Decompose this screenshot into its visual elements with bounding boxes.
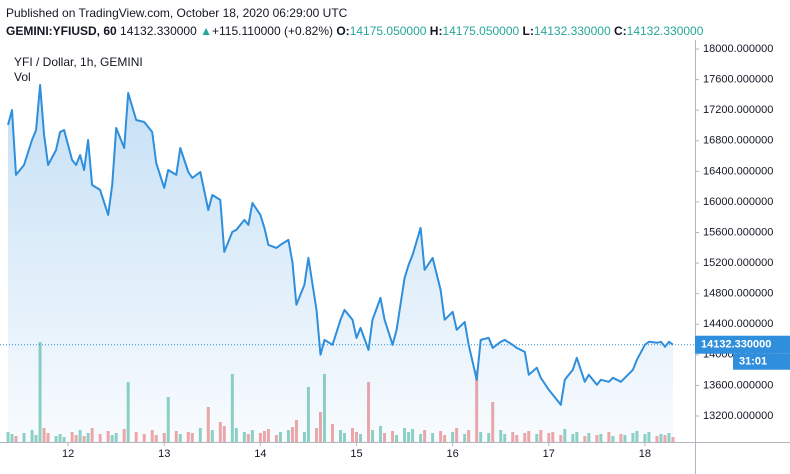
volume-title: Vol xyxy=(14,70,31,84)
area xyxy=(8,85,673,442)
x-tick-label: 18 xyxy=(639,448,651,460)
symbol: GEMINI:YFIUSD, 60 xyxy=(6,24,117,38)
x-tick-label: 15 xyxy=(350,448,362,460)
y-tick-label: 14400.000000 xyxy=(703,318,773,330)
x-tick-label: 13 xyxy=(158,448,170,460)
y-tick-label: 13600.000000 xyxy=(703,379,773,391)
o-label: O: xyxy=(336,24,350,38)
high: 14175.050000 xyxy=(442,24,520,38)
last-price-box xyxy=(695,335,790,354)
x-tick-label: 12 xyxy=(62,448,74,460)
arrow: ▲ xyxy=(200,24,213,38)
c-label: C: xyxy=(613,24,627,38)
price-line xyxy=(7,84,674,406)
close: 14132.330000 xyxy=(626,24,704,38)
l-label: L: xyxy=(522,24,534,38)
countdown: 31:01 xyxy=(739,356,767,368)
y-tick-label: 16000.000000 xyxy=(703,196,773,208)
y-tick-label: 13200.000000 xyxy=(703,410,773,422)
header: Published on TradingView.com, October 18… xyxy=(6,4,703,40)
countdown-box xyxy=(733,353,790,370)
y-tick-label: 17600.000000 xyxy=(703,74,773,86)
change: +115.110000 (+0.82%) xyxy=(212,24,333,38)
y-tick-label: 14800.000000 xyxy=(703,288,773,300)
x-tick-label: 16 xyxy=(447,448,459,460)
y-tick-label: 16400.000000 xyxy=(703,165,773,177)
chart-title: YFI / Dollar, 1h, GEMINI xyxy=(14,55,143,69)
y-tick-label: 16800.000000 xyxy=(703,135,773,147)
symbol-line: GEMINI:YFIUSD, 60 14132.330000 ▲+115.110… xyxy=(6,22,703,40)
last-price-label: 14132.330000 xyxy=(701,339,771,351)
open: 14175.050000 xyxy=(349,24,427,38)
x-tick-label: 14 xyxy=(254,448,266,460)
x-tick-label: 17 xyxy=(543,448,555,460)
price: 14132.330000 xyxy=(120,24,197,38)
y-tick-label: 18000.000000 xyxy=(703,43,773,55)
y-tick-label: 17200.000000 xyxy=(703,104,773,116)
y-tick-label: 15200.000000 xyxy=(703,257,773,269)
y-tick-label: 15600.000000 xyxy=(703,226,773,238)
low: 14132.330000 xyxy=(533,24,611,38)
h-label: H: xyxy=(429,24,443,38)
published-line: Published on TradingView.com, October 18… xyxy=(6,4,703,22)
published: Published on TradingView.com, October 18… xyxy=(6,6,348,20)
